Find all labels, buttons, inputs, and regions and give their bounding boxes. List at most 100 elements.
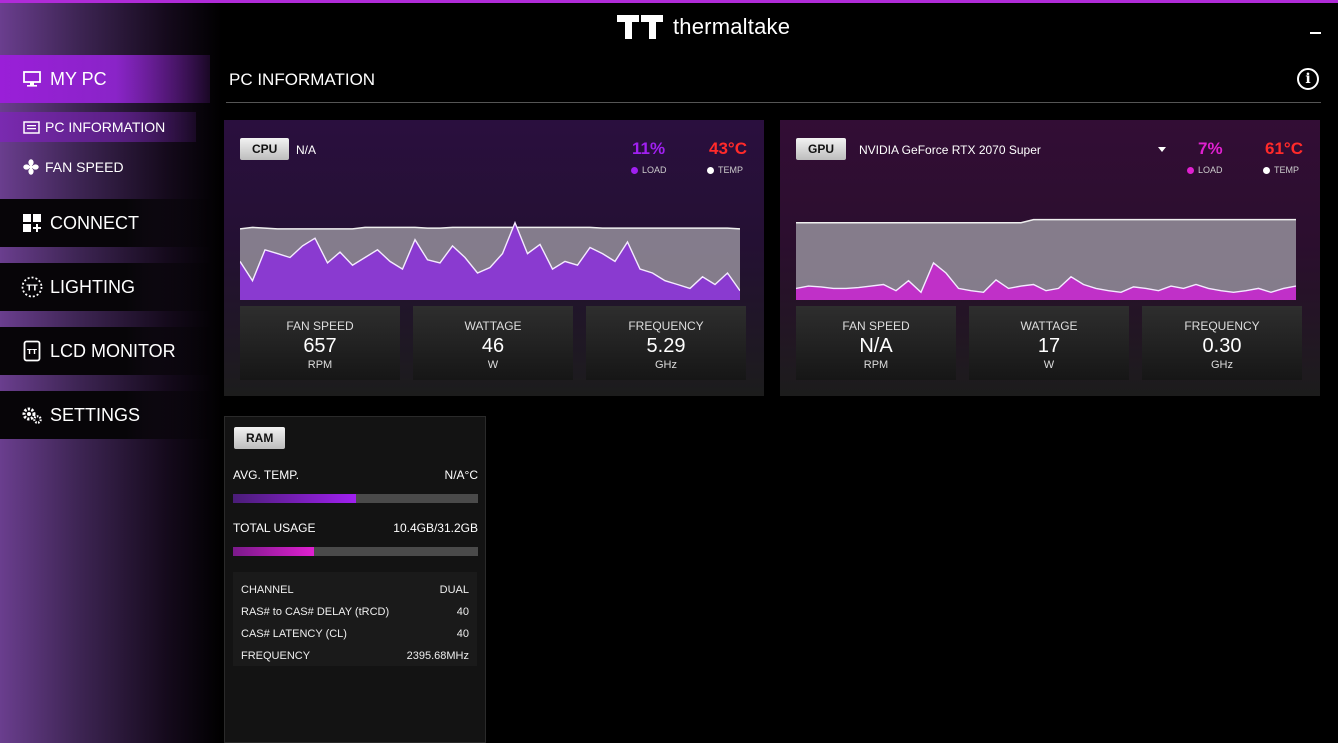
gpu-history-chart	[796, 218, 1296, 300]
cpu-fan-speed-box: FAN SPEED 657 RPM	[240, 306, 400, 380]
brand-name: thermaltake	[673, 14, 791, 39]
sidebar-item-lighting[interactable]: TT LIGHTING	[0, 263, 210, 311]
gpu-load-value: 7%	[1198, 139, 1223, 158]
stat-label: WATTAGE	[464, 319, 522, 333]
stat-value: 657	[303, 335, 337, 357]
cpu-load-value: 11%	[632, 139, 666, 158]
temp-line	[240, 226, 740, 230]
stat-value: 5.29	[646, 335, 686, 357]
minimize-button[interactable]	[1309, 16, 1323, 36]
cpu-temp-legend: TEMP	[707, 165, 743, 175]
sidebar-item-label: SETTINGS	[50, 404, 141, 425]
stat-label: FREQUENCY	[628, 319, 704, 333]
title-divider	[226, 102, 1321, 103]
load-area	[796, 262, 1296, 300]
load-area	[240, 222, 740, 300]
tt-logo-icon	[617, 15, 663, 39]
spec-label: RAS# to CAS# DELAY (tRCD)	[241, 606, 390, 618]
gpu-load-legend: LOAD	[1187, 165, 1223, 175]
legend-label: TEMP	[1274, 165, 1300, 175]
spec-label: CHANNEL	[241, 584, 294, 596]
temp-area	[796, 219, 1296, 300]
load-dot-icon	[1187, 166, 1194, 174]
sidebar: MY PC PC INFORMATION FAN SPEED CONNECT T…	[0, 3, 222, 743]
ram-temp-bar	[233, 494, 478, 503]
ram-avg-temp-row: AVG. TEMP. N/A°C	[233, 468, 478, 482]
spec-value: 2395.68MHz	[406, 650, 469, 662]
load-line	[240, 220, 740, 292]
gears-icon	[20, 404, 44, 426]
temp-dot-icon	[707, 166, 714, 174]
sidebar-item-settings[interactable]: SETTINGS	[0, 391, 210, 439]
cpu-panel: CPU N/A 11% 43°C LOAD TEMP FAN SPEED 657…	[224, 120, 764, 396]
svg-text:TT: TT	[26, 284, 38, 293]
gpu-frequency-box: FREQUENCY 0.30 GHz	[1142, 306, 1302, 380]
top-accent-line	[0, 0, 1338, 3]
stat-value: 17	[1037, 335, 1061, 357]
gpu-fan-speed-box: FAN SPEED N/A RPM	[796, 306, 956, 380]
gpu-model-select[interactable]: NVIDIA GeForce RTX 2070 Super	[859, 143, 1041, 157]
stat-label: FAN SPEED	[842, 319, 910, 333]
stat-unit: GHz	[1211, 359, 1233, 371]
cpu-model: N/A	[296, 143, 317, 157]
spec-row: FREQUENCY 2395.68MHz	[241, 645, 469, 667]
stat-value: 0.30	[1202, 335, 1242, 357]
spec-value: 40	[456, 628, 469, 640]
pc-info-icon	[22, 119, 40, 135]
ram-panel: RAM AVG. TEMP. N/A°C TOTAL USAGE 10.4GB/…	[224, 416, 486, 743]
ram-tag: RAM	[234, 427, 286, 449]
sidebar-item-label: LIGHTING	[50, 276, 136, 297]
sidebar-item-connect[interactable]: CONNECT	[0, 199, 210, 247]
spec-row: CAS# LATENCY (CL) 40	[241, 623, 469, 645]
ram-usage-value: 10.4GB/31.2GB	[393, 521, 478, 535]
sidebar-item-lcd-monitor[interactable]: TT LCD MONITOR	[0, 327, 210, 375]
ram-usage-bar-fill	[233, 547, 314, 556]
stat-unit: W	[487, 359, 499, 371]
spec-label: FREQUENCY	[241, 650, 311, 662]
stat-label: FREQUENCY	[1184, 319, 1260, 333]
ram-usage-row: TOTAL USAGE 10.4GB/31.2GB	[233, 521, 478, 535]
ram-usage-bar	[233, 547, 478, 556]
sidebar-item-my-pc[interactable]: MY PC	[0, 55, 210, 103]
stat-unit: RPM	[863, 359, 889, 371]
stat-value: 46	[481, 335, 505, 357]
svg-text:TT: TT	[27, 348, 37, 356]
stat-unit: W	[1043, 359, 1055, 371]
load-dot-icon	[631, 166, 638, 174]
spec-row: RAS# to CAS# DELAY (tRCD) 40	[241, 601, 469, 623]
spec-row: CHANNEL DUAL	[241, 579, 469, 601]
spec-value: DUAL	[439, 584, 469, 596]
load-line	[796, 261, 1296, 294]
cpu-wattage-box: WATTAGE 46 W	[413, 306, 573, 380]
lcd-monitor-icon: TT	[20, 340, 44, 362]
info-icon[interactable]: i	[1297, 68, 1319, 90]
spec-label: CAS# LATENCY (CL)	[241, 628, 347, 640]
lighting-icon: TT	[20, 276, 44, 298]
ram-usage-label: TOTAL USAGE	[233, 521, 316, 535]
legend-label: TEMP	[718, 165, 744, 175]
ram-avg-temp-label: AVG. TEMP.	[233, 468, 300, 482]
fan-icon	[22, 159, 40, 175]
legend-label: LOAD	[642, 165, 667, 175]
gpu-tag: GPU	[796, 138, 847, 160]
sidebar-item-pc-information[interactable]: PC INFORMATION	[0, 112, 196, 142]
page-title: PC INFORMATION	[229, 70, 376, 89]
stat-label: WATTAGE	[1020, 319, 1078, 333]
connect-icon	[20, 212, 44, 234]
cpu-temp-value: 43°C	[709, 139, 747, 158]
cpu-history-chart	[240, 220, 740, 300]
cpu-tag: CPU	[240, 138, 290, 160]
thermaltake-logo: thermaltake	[617, 14, 790, 40]
legend-label: LOAD	[1198, 165, 1223, 175]
temp-dot-icon	[1263, 166, 1270, 174]
ram-avg-temp-value: N/A°C	[444, 468, 478, 482]
cpu-load-legend: LOAD	[631, 165, 667, 175]
gpu-wattage-box: WATTAGE 17 W	[969, 306, 1129, 380]
sidebar-item-label: FAN SPEED	[45, 159, 124, 175]
sidebar-item-fan-speed[interactable]: FAN SPEED	[0, 152, 196, 182]
ram-spec-table: CHANNEL DUAL RAS# to CAS# DELAY (tRCD) 4…	[233, 572, 477, 666]
chevron-down-icon[interactable]	[1158, 147, 1166, 152]
stat-unit: GHz	[655, 359, 677, 371]
stat-label: FAN SPEED	[286, 319, 354, 333]
gpu-temp-legend: TEMP	[1263, 165, 1299, 175]
